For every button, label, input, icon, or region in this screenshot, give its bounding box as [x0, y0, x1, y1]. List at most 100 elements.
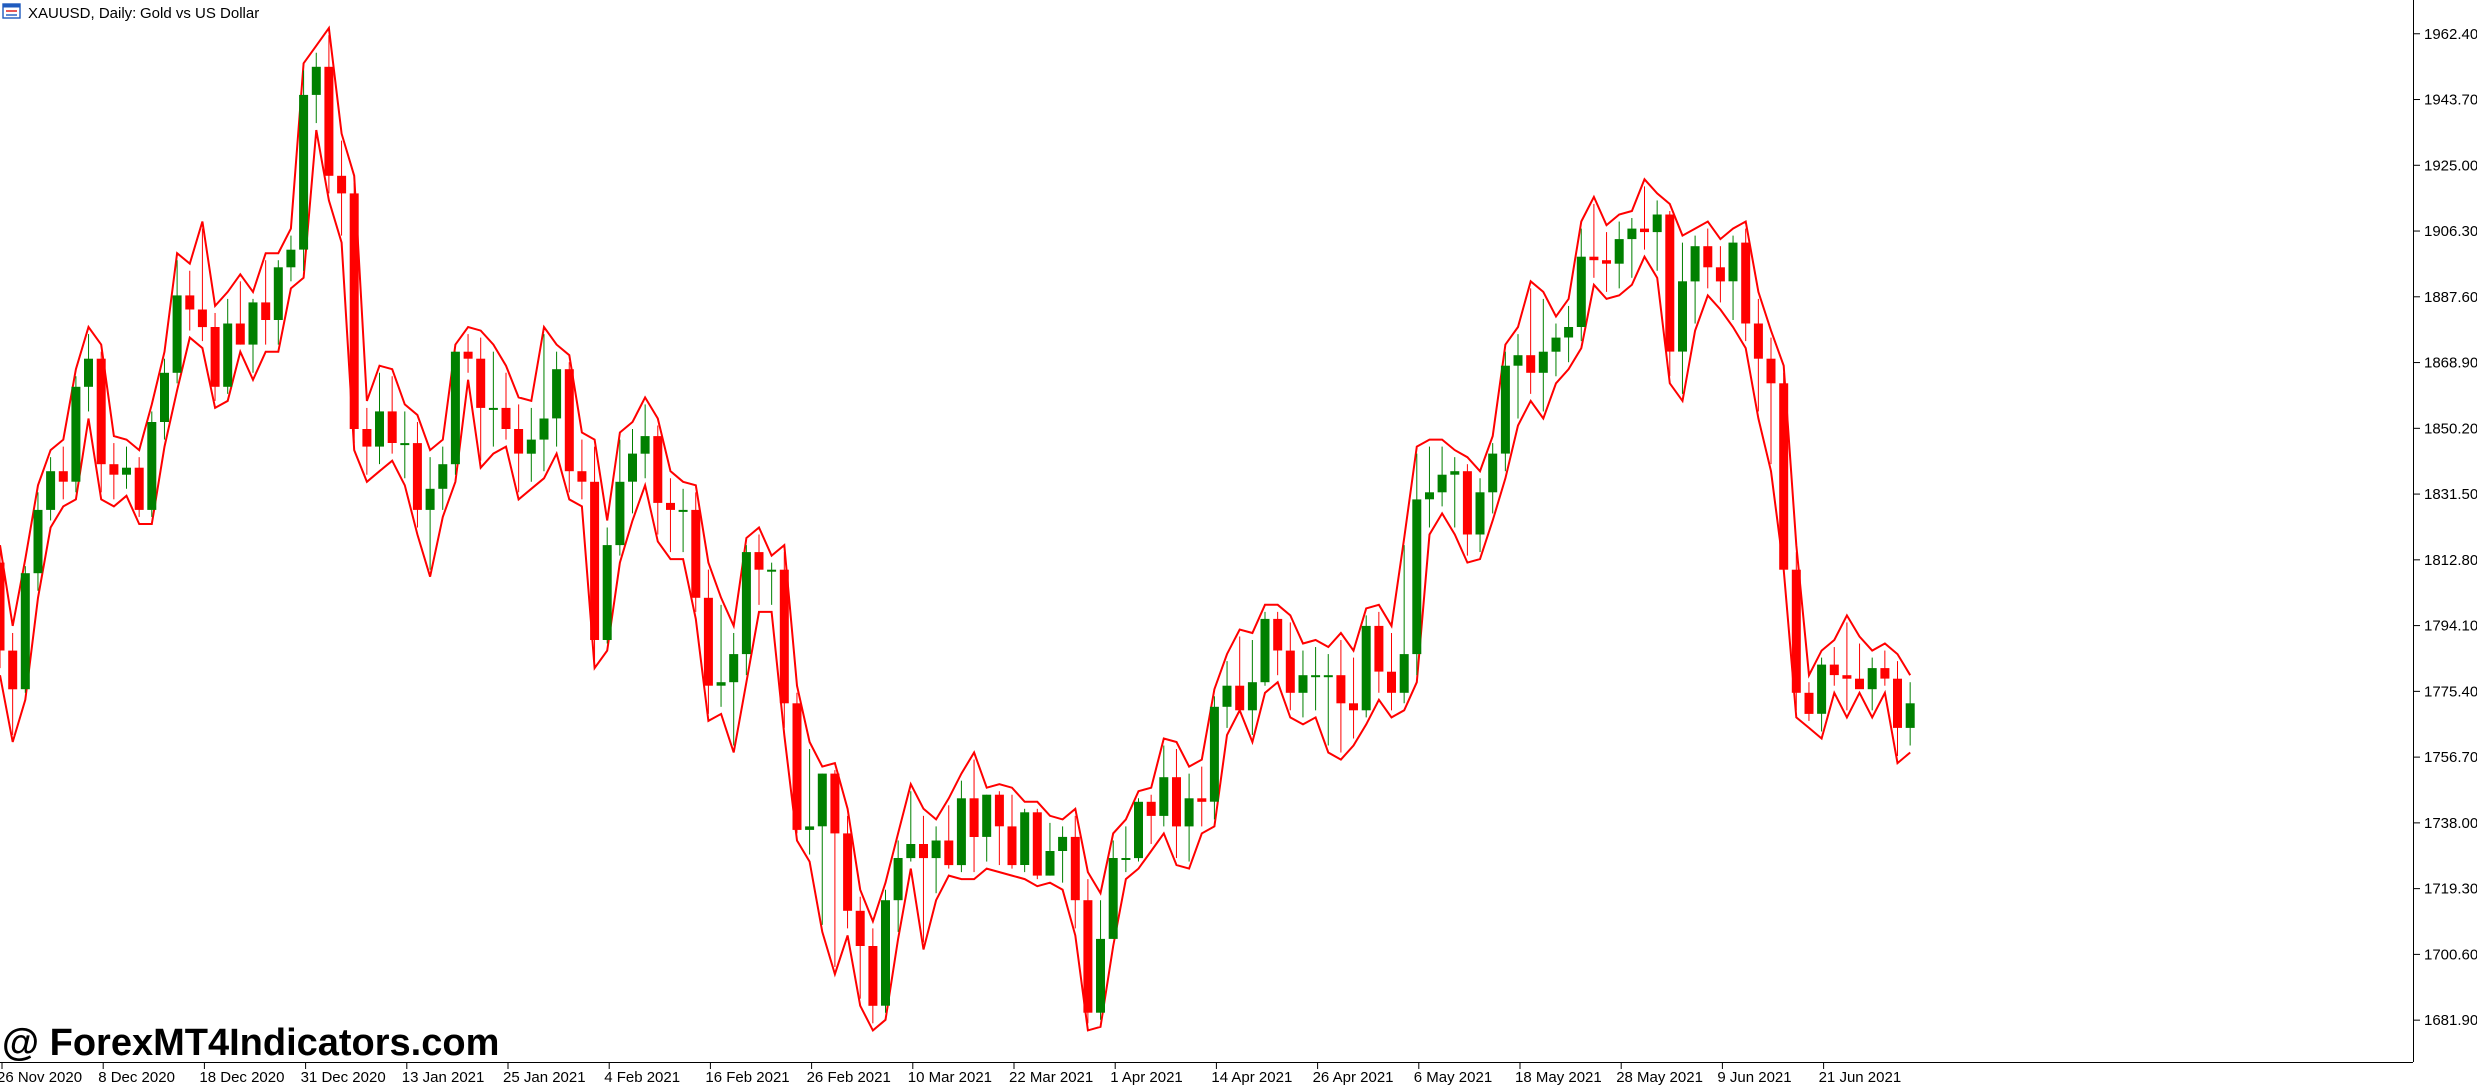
candle[interactable]	[1526, 288, 1536, 394]
candle[interactable]	[1513, 334, 1523, 419]
candle[interactable]	[944, 805, 954, 869]
candle[interactable]	[1361, 615, 1371, 718]
candle[interactable]	[1247, 640, 1257, 735]
candle[interactable]	[552, 351, 562, 447]
candle[interactable]	[248, 298, 258, 373]
candle[interactable]	[1273, 611, 1283, 676]
candle[interactable]	[400, 411, 410, 479]
candle[interactable]	[1665, 210, 1675, 377]
candle[interactable]	[337, 140, 347, 236]
candle[interactable]	[678, 488, 688, 553]
candle[interactable]	[615, 439, 625, 556]
candle[interactable]	[210, 312, 220, 401]
candle[interactable]	[539, 334, 549, 472]
candle[interactable]	[1551, 323, 1561, 377]
candle[interactable]	[792, 692, 802, 834]
candle[interactable]	[438, 446, 448, 510]
candle[interactable]	[1614, 221, 1624, 289]
candle[interactable]	[1690, 235, 1700, 324]
candle[interactable]	[1753, 298, 1763, 412]
candle[interactable]	[1323, 654, 1333, 746]
candle[interactable]	[982, 794, 992, 862]
candle[interactable]	[1197, 766, 1207, 827]
candle[interactable]	[1222, 661, 1232, 728]
candle[interactable]	[779, 552, 789, 728]
candle[interactable]	[160, 358, 169, 440]
candle[interactable]	[1893, 661, 1902, 757]
candle[interactable]	[653, 425, 663, 535]
candle[interactable]	[1842, 622, 1852, 711]
candle[interactable]	[1564, 305, 1574, 363]
candle[interactable]	[969, 759, 979, 873]
candle[interactable]	[71, 376, 81, 493]
candle[interactable]	[299, 70, 309, 271]
candle[interactable]	[1462, 464, 1472, 556]
candle[interactable]	[1374, 611, 1384, 693]
candle[interactable]	[1146, 794, 1156, 844]
candle[interactable]	[666, 478, 675, 553]
candle[interactable]	[564, 362, 574, 493]
candle[interactable]	[1589, 203, 1599, 278]
candle[interactable]	[1475, 478, 1485, 553]
candle[interactable]	[1538, 298, 1548, 412]
candle[interactable]	[1159, 745, 1169, 827]
candle[interactable]	[1184, 773, 1194, 862]
candle[interactable]	[855, 896, 865, 999]
candle[interactable]	[919, 815, 928, 943]
candle[interactable]	[906, 791, 916, 862]
candle[interactable]	[1412, 453, 1422, 676]
candle[interactable]	[893, 840, 903, 932]
candle[interactable]	[830, 770, 840, 968]
candle[interactable]	[147, 411, 157, 517]
candle[interactable]	[84, 334, 93, 412]
candle[interactable]	[805, 749, 815, 855]
candle[interactable]	[46, 457, 56, 521]
candle[interactable]	[185, 270, 195, 331]
candle[interactable]	[463, 334, 473, 373]
candle[interactable]	[33, 492, 43, 591]
candle[interactable]	[1715, 246, 1725, 303]
candle[interactable]	[349, 182, 359, 444]
candle[interactable]	[1083, 879, 1093, 1024]
candle[interactable]	[1766, 337, 1776, 465]
candle[interactable]	[109, 443, 119, 500]
candle[interactable]	[956, 780, 966, 873]
candle[interactable]	[1450, 457, 1460, 528]
candle[interactable]	[324, 35, 334, 194]
candle[interactable]	[476, 337, 486, 461]
candle[interactable]	[273, 260, 283, 345]
candle[interactable]	[602, 527, 612, 644]
candle[interactable]	[1209, 696, 1219, 820]
candle[interactable]	[1488, 443, 1498, 514]
candle[interactable]	[628, 429, 637, 514]
candle[interactable]	[729, 632, 739, 746]
candle[interactable]	[1096, 900, 1105, 1020]
candle[interactable]	[1070, 815, 1080, 929]
candle[interactable]	[1576, 228, 1586, 342]
candle[interactable]	[1703, 228, 1713, 289]
candle[interactable]	[1905, 682, 1915, 746]
candle[interactable]	[1652, 200, 1662, 271]
candle[interactable]	[691, 492, 701, 612]
candle[interactable]	[1602, 232, 1611, 292]
candle[interactable]	[96, 351, 106, 493]
candle[interactable]	[286, 235, 296, 282]
candle[interactable]	[1336, 640, 1346, 753]
candle[interactable]	[1867, 657, 1877, 711]
candle[interactable]	[311, 52, 321, 124]
candle[interactable]	[1020, 808, 1030, 873]
candle[interactable]	[223, 298, 233, 394]
candle[interactable]	[994, 791, 1004, 866]
candle[interactable]	[703, 569, 713, 714]
candle[interactable]	[1260, 611, 1270, 686]
candle[interactable]	[1311, 647, 1321, 711]
candle[interactable]	[931, 826, 941, 894]
candle[interactable]	[767, 562, 777, 605]
candle[interactable]	[375, 372, 384, 465]
time-axis[interactable]: 26 Nov 2020 8 Dec 2020 18 Dec 2020 31 Dec 2…	[0, 1062, 1901, 1086]
candle[interactable]	[412, 421, 422, 528]
candle[interactable]	[362, 407, 372, 475]
candle[interactable]	[881, 889, 890, 1013]
